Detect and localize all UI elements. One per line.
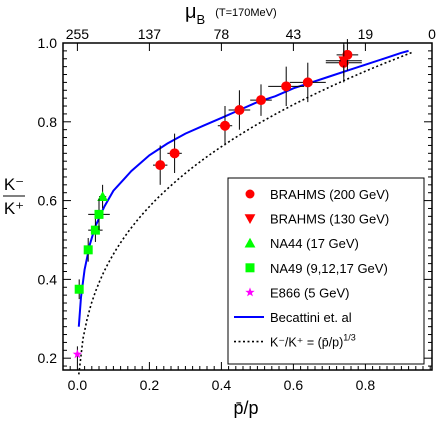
data-point-circle	[256, 95, 266, 106]
data-point-triangle-down	[338, 56, 350, 67]
data-point-triangle-up	[97, 191, 108, 201]
data-point-circle	[234, 104, 245, 115]
top-tick-label: 255	[66, 26, 90, 42]
legend-label: K⁻/K⁺ = (p̄/p)1/3	[270, 333, 356, 350]
y-axis-label-top: K⁻	[4, 175, 24, 194]
data-point-star	[72, 349, 83, 359]
legend-label: NA49 (9,12,17 GeV)	[270, 261, 388, 276]
y-tick-label: 0.4	[38, 271, 58, 287]
data-point-square	[74, 284, 84, 294]
legend-label: E866 (5 GeV)	[270, 285, 350, 300]
x-tick-label: 0.2	[140, 377, 160, 393]
top-tick-label: 78	[214, 26, 230, 42]
top-axis-title-main: μ	[185, 1, 197, 23]
y-tick-label: 0.6	[38, 193, 58, 209]
x-tick-label: 0.8	[356, 377, 376, 393]
legend-swatch-star	[245, 287, 255, 297]
data-point-circle	[155, 160, 166, 171]
data-point-square	[94, 209, 104, 219]
axes-layer: 0.0 0.2 0.4 0.6 0.8 255 137 78 43 19 0 μB (T=170MeV)…	[3, 1, 436, 418]
points-layer	[72, 39, 362, 363]
y-tick-label: 1.0	[38, 35, 58, 51]
legend-label: NA44 (17 GeV)	[270, 236, 359, 251]
y-tick-label: 0.2	[38, 350, 58, 366]
legend-swatch-triangle-up	[244, 237, 256, 248]
data-point-square	[90, 225, 100, 235]
data-point-circle	[281, 81, 292, 92]
data-point-square	[83, 245, 93, 255]
top-tick-label: 19	[358, 26, 374, 42]
top-axis-title-note: (T=170MeV)	[215, 7, 276, 19]
plot-frame	[62, 42, 433, 371]
x-axis-label: p̄/p	[233, 398, 258, 418]
x-tick-label: 0.4	[212, 377, 232, 393]
legend-box	[227, 177, 425, 365]
legend: BRAHMS (200 GeV) BRAHMS (130 GeV) NA44 (17…	[227, 177, 425, 365]
legend-label: BRAHMS (200 GeV)	[270, 187, 389, 202]
legend-label-main: K⁻/K⁺ = (p̄/p)	[270, 336, 343, 350]
top-tick-label: 43	[286, 26, 302, 42]
legend-swatch-square	[245, 263, 255, 273]
legend-label-exponent: 1/3	[343, 333, 356, 343]
data-point-circle	[302, 77, 313, 88]
legend-swatch-circle	[245, 189, 255, 199]
top-axis-title-sub: B	[197, 12, 206, 27]
data-point-circle	[220, 120, 230, 131]
top-axis-title: μB (T=170MeV)	[185, 1, 277, 27]
x-tick-label: 0.0	[68, 377, 88, 393]
y-axis-label-bottom: K⁺	[4, 199, 24, 218]
y-tick-label: 0.8	[38, 114, 58, 130]
legend-swatch-triangle-down	[244, 214, 256, 224]
top-tick-label: 0	[428, 26, 436, 42]
legend-label: BRAHMS (130 GeV)	[270, 212, 389, 227]
x-tick-label: 0.6	[284, 377, 304, 393]
top-tick-label: 137	[138, 26, 162, 42]
cube-root-curve	[78, 51, 413, 375]
data-point-circle	[169, 148, 180, 159]
legend-label: Becattini et. al	[270, 310, 352, 325]
